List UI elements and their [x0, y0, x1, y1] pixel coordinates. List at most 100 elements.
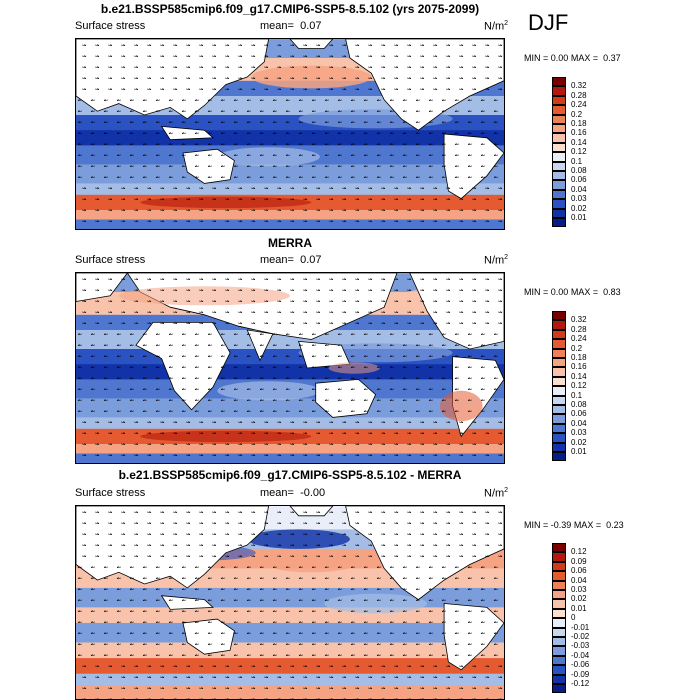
- colorbar-tick-label: 0.01: [571, 447, 587, 456]
- stress-region: [328, 362, 380, 374]
- colorbar-box: [552, 152, 566, 162]
- colorbar-tick-label: 0.16: [571, 362, 587, 372]
- colorbar-box: [552, 423, 566, 434]
- colorbar-box: [552, 133, 566, 143]
- colorbar-box: [552, 433, 566, 443]
- panel3-minmax: MIN = -0.39 MAX = 0.23: [524, 520, 624, 530]
- colorbar-box: [552, 386, 566, 396]
- panel3-units: N/m2: [484, 487, 509, 500]
- wind-vectors: [77, 511, 503, 699]
- colorbar-box: [552, 218, 566, 228]
- wind-vectors: [77, 44, 503, 222]
- colorbar-box: [552, 208, 566, 218]
- stress-region: [217, 381, 320, 401]
- colorbar-tick-label: 0.01: [571, 213, 587, 222]
- colorbar-tick-label: 0.03: [571, 585, 587, 594]
- colorbar-tick-label: -0.01: [571, 622, 590, 632]
- landmass: [135, 322, 231, 411]
- colorbar-box: [552, 320, 566, 330]
- stress-region: [140, 430, 312, 443]
- stress-region: [268, 556, 355, 573]
- stress-band: [76, 673, 504, 687]
- landmass: [443, 603, 504, 671]
- colorbar-box: [552, 358, 566, 368]
- colorbar-box: [552, 674, 566, 684]
- panel3-mean-label: mean= -0.00: [260, 487, 326, 499]
- landmass: [443, 133, 504, 200]
- colorbar-box: [552, 161, 566, 171]
- panel3-title: b.e21.BSSP585cmip6.f09_g17.CMIP6-SSP5-8.…: [118, 468, 462, 482]
- colorbar-box: [552, 114, 566, 124]
- stress-band: [76, 642, 504, 660]
- colorbar-box: [552, 348, 566, 358]
- stress-band: [76, 444, 504, 455]
- colorbar-box: [552, 571, 566, 581]
- colorbar-box: [552, 561, 566, 572]
- colorbar-tick-label: 0.14: [571, 137, 587, 147]
- stress-region: [217, 147, 320, 167]
- stress-band: [76, 183, 504, 196]
- wind-vectors: [77, 278, 503, 456]
- panel1-mean-value: 0.07: [300, 20, 322, 32]
- colorbar-tick-label: 0.1: [571, 156, 583, 166]
- stress-band: [76, 658, 504, 675]
- stress-band: [76, 210, 504, 221]
- landmass: [76, 506, 270, 589]
- colorbar-box: [552, 171, 566, 181]
- colorbar-box: [552, 199, 566, 209]
- panel1-map: [75, 38, 505, 230]
- colorbar-tick-label: 0.04: [571, 575, 587, 585]
- stress-band: [76, 219, 504, 229]
- panel3-colorbar: 0.12 0.09 0.06 0.04 0.03 0.02 0.01 0 -0.01 -0.02-…: [552, 543, 612, 694]
- colorbar-box: [552, 580, 566, 590]
- colorbar-box: [552, 442, 566, 452]
- colorbar-box: [552, 618, 566, 628]
- panel1-minmax: MIN = 0.00 MAX = 0.37: [524, 53, 621, 63]
- colorbar-tick-label: -0.03: [571, 641, 590, 651]
- colorbar-tick-label: -0.02: [571, 632, 590, 641]
- stress-band: [76, 130, 504, 147]
- colorbar-box: [552, 329, 566, 340]
- landmass: [76, 39, 270, 120]
- colorbar-box: [552, 124, 566, 134]
- colorbar-box: [552, 655, 566, 666]
- colorbar-tick-label: 0.2: [571, 109, 583, 119]
- landmass: [409, 273, 504, 350]
- landmass: [160, 595, 214, 610]
- colorbar-box: [552, 665, 566, 675]
- colorbar-tick-label: 0.16: [571, 128, 587, 138]
- stress-region: [247, 529, 350, 549]
- season-label: DJF: [528, 10, 569, 35]
- colorbar-box: [552, 684, 566, 694]
- stress-band: [76, 607, 504, 624]
- colorbar-tick-label: 0.1: [571, 390, 583, 400]
- colorbar-tick-label: 0.02: [571, 437, 587, 447]
- colorbar-tick-label: 0.28: [571, 90, 587, 100]
- stress-band: [76, 398, 504, 419]
- colorbar-tick-label: -0.09: [571, 669, 590, 679]
- colorbar-tick-label: 0.18: [571, 119, 587, 128]
- colorbar-box: [552, 405, 566, 415]
- landmass: [182, 618, 235, 655]
- colorbar-box: [552, 339, 566, 349]
- stress-band: [76, 364, 504, 381]
- colorbar-tick-label: 0.08: [571, 166, 587, 175]
- landmass: [315, 378, 377, 418]
- colorbar-tick-label: 0.04: [571, 418, 587, 428]
- colorbar-tick-label: -0.06: [571, 660, 590, 670]
- colorbar-tick-label: -0.04: [571, 650, 590, 660]
- panel2-map: [75, 272, 505, 464]
- colorbar-tick-label: 0.12: [571, 547, 587, 557]
- stress-region: [324, 593, 427, 614]
- colorbar-box: [552, 189, 566, 200]
- colorbar-box: [552, 452, 566, 462]
- colorbar-tick-label: 0.12: [571, 381, 587, 391]
- colorbar-tick-label: 0.18: [571, 353, 587, 362]
- colorbar-box: [552, 180, 566, 190]
- colorbar-box: [552, 646, 566, 656]
- panel1-mean-label: mean= 0.07: [260, 20, 322, 32]
- colorbar-tick-label: 0.06: [571, 175, 587, 185]
- landmass: [345, 506, 504, 601]
- colorbar-box: [552, 627, 566, 637]
- stress-region: [439, 390, 483, 422]
